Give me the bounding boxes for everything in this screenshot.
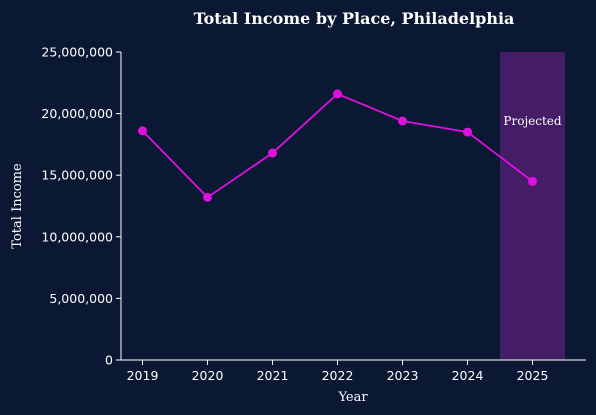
data-point [333,89,342,99]
x-tick-label: 2021 [257,368,289,383]
x-tick-label: 2019 [127,368,159,383]
x-tick-label: 2025 [517,368,549,383]
x-tick-label: 2022 [322,368,354,383]
y-tick-label: 10,000,000 [41,229,113,244]
series-line [141,92,534,199]
data-point [398,116,407,126]
data-point [203,192,212,202]
projection-label: Projected [503,114,562,128]
chart-title: Total Income by Place, Philadelphia [194,9,515,28]
x-axis-label: Year [337,390,368,405]
y-axis-label: Total Income [10,163,25,249]
data-point [528,176,537,186]
x-tick-label: 2024 [452,368,484,383]
y-tick-label: 15,000,000 [41,168,113,183]
x-tick-label: 2020 [192,368,224,383]
data-point [268,148,277,158]
y-tick-label: 0 [105,353,113,368]
y-tick-label: 5,000,000 [49,291,113,306]
x-tick-label: 2023 [387,368,419,383]
data-point [463,127,472,137]
data-point [138,126,147,136]
y-tick-label: 25,000,000 [41,45,113,60]
y-tick-label: 20,000,000 [41,106,113,121]
projection-band [500,52,565,360]
